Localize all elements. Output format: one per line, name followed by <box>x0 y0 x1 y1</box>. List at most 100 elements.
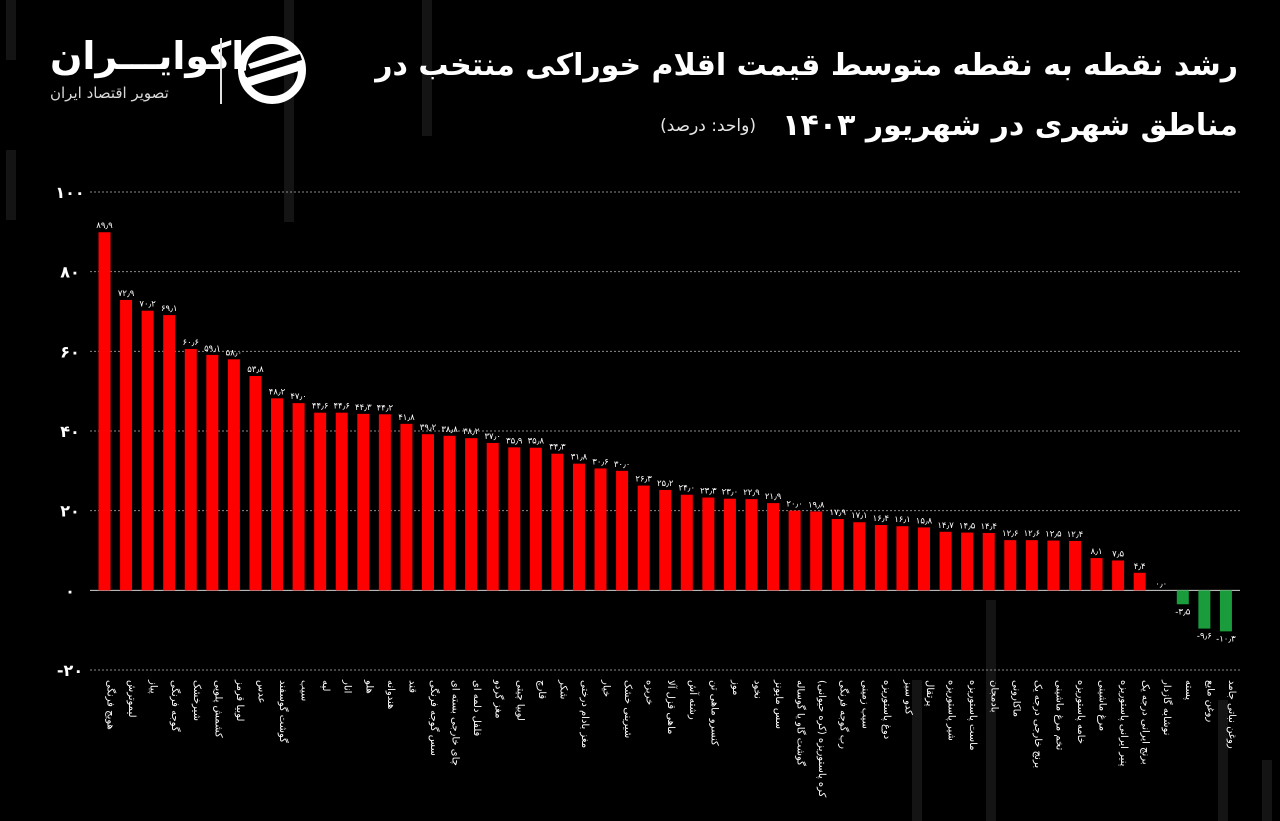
bar <box>1004 540 1017 591</box>
value-label: ۳۸٫۲ <box>463 427 480 437</box>
bar <box>1198 590 1211 629</box>
value-label: ۳۰٫۶ <box>592 457 608 467</box>
x-tick-label: شیر پاستوریزه <box>946 680 957 741</box>
bar <box>616 470 629 591</box>
bar <box>249 376 262 591</box>
x-tick-label: هویج فرنگی <box>105 680 117 730</box>
bar <box>572 463 585 591</box>
x-tick-label: خربزه <box>644 680 655 705</box>
bar <box>702 497 715 591</box>
bar <box>227 359 240 591</box>
value-label: ۸٫۱ <box>1091 547 1103 557</box>
x-tick-label: کدو سبز <box>902 679 913 715</box>
bar <box>163 315 176 591</box>
value-label: ۳۴٫۳ <box>549 443 566 453</box>
value-label: ۲۶٫۳ <box>635 475 652 485</box>
x-tick-label: نوشابه گازدار <box>1161 679 1173 735</box>
value-label: ۲۲٫۹ <box>743 488 760 498</box>
x-tick-label: لوبیا قرمز <box>234 679 245 721</box>
bar <box>918 527 931 591</box>
bar <box>292 403 305 591</box>
value-label: ۱۲٫۵ <box>1045 530 1062 540</box>
value-label: ۲۳٫۰ <box>722 488 738 498</box>
value-label: ۷۰٫۲ <box>139 300 156 310</box>
x-tick-label: پرتقال <box>924 680 935 707</box>
value-label: ۲۱٫۹ <box>765 492 782 502</box>
value-label: -۱۰٫۳ <box>1216 634 1236 644</box>
x-tick-label: چای خارجی بسته ای <box>450 680 461 766</box>
value-label: ۸۹٫۹ <box>96 221 113 231</box>
unit-label: (واحد: درصد) <box>660 116 756 136</box>
bar <box>314 412 327 591</box>
x-tick-label: رب گوجه فرنگی <box>838 680 850 749</box>
x-tick-label: گوجه فرنگی <box>169 680 181 732</box>
bar <box>1047 540 1060 591</box>
value-label: ۳۸٫۸ <box>441 425 458 435</box>
value-label: ۴٫۴ <box>1134 562 1146 572</box>
x-tick-label: رشته آش <box>687 680 700 720</box>
brand-separator <box>220 38 222 104</box>
value-label: ۵۹٫۱ <box>204 344 220 354</box>
value-label: ۱۶٫۱ <box>894 515 910 525</box>
x-tick-label: پنیر ایرانی پاستوریزه <box>1118 680 1129 767</box>
x-tick-label: برنج خارجی درجه یک <box>1032 680 1043 768</box>
x-tick-label: سیب زمینی <box>859 680 870 729</box>
x-tick-label: گوشت گاو یا گوساله <box>795 680 807 766</box>
bar <box>896 526 909 591</box>
x-tick-label: ماهی قزل آلا <box>665 680 678 734</box>
x-tick-label: فلفل دلمه ای <box>471 680 482 737</box>
bar <box>1112 560 1125 591</box>
x-tick-label: شکر <box>557 679 568 699</box>
y-tick-label: ۸۰ <box>60 263 80 282</box>
value-label: ۶۹٫۱ <box>161 304 177 314</box>
value-label: -۳٫۵ <box>1175 607 1190 617</box>
x-tick-label: خامه پاستوریزه <box>1075 680 1086 744</box>
value-label: ۳۱٫۸ <box>571 453 588 463</box>
bar <box>594 468 607 591</box>
y-tick-label: ۱۰۰ <box>55 183 84 202</box>
bar <box>1090 558 1103 591</box>
bar <box>443 435 456 591</box>
bar <box>508 447 521 591</box>
x-tick-label: برنج ایرانی درجه یک <box>1140 680 1151 765</box>
value-label: ۳۵٫۸ <box>528 437 545 447</box>
value-label: ۱۲٫۴ <box>1067 530 1083 540</box>
value-label: ۱۴٫۴ <box>980 522 996 532</box>
x-tick-label: سس گوجه فرنگی <box>428 680 440 756</box>
bar <box>788 510 801 591</box>
chart-title-line2: مناطق شهری در شهریور ۱۴۰۳ <box>782 108 1238 143</box>
brand-name: اکوایـــران <box>50 34 245 78</box>
bar <box>1176 590 1189 605</box>
x-tick-label: سس مایونز <box>773 679 784 729</box>
x-tick-label: سیب <box>299 680 310 701</box>
y-tick-label: ۰ <box>65 581 75 600</box>
value-label: ۷٫۵ <box>1112 549 1124 559</box>
value-label: ۴۴٫۲ <box>377 403 394 413</box>
value-label: ۴۷٫۰ <box>290 392 306 402</box>
value-label: ۱۷٫۱ <box>851 511 867 521</box>
value-label: ۱۵٫۸ <box>916 516 933 526</box>
bar <box>400 423 413 591</box>
value-label: ۲۴٫۰ <box>679 484 695 494</box>
bar <box>529 447 542 591</box>
value-label: -۹٫۶ <box>1197 632 1212 642</box>
value-label: ۱۹٫۸ <box>808 500 825 510</box>
value-label: ۴۴٫۶ <box>312 402 328 412</box>
x-tick-label: کره پاستوریزه (کره حیوانی) <box>816 680 827 798</box>
x-tick-label: نخود <box>751 680 762 699</box>
bar <box>637 485 650 591</box>
x-tick-label: ماست پاستوریزه <box>967 680 978 751</box>
value-label: ۱۲٫۶ <box>1024 529 1040 539</box>
x-tick-label: مغز گردو <box>493 679 505 718</box>
x-tick-label: کنسرو ماهی تن <box>708 680 719 746</box>
x-tick-label: بادمجان <box>989 680 1000 713</box>
brand-logo-icon <box>238 36 306 104</box>
bar <box>141 310 154 591</box>
bar <box>831 519 844 591</box>
x-tick-label: موز <box>730 679 741 695</box>
value-label: ۱۴٫۵ <box>959 522 976 532</box>
y-tick-label: -۲۰ <box>57 661 83 680</box>
value-label: ۷۲٫۹ <box>118 289 135 299</box>
bar <box>206 354 219 591</box>
x-tick-label: لوبیا چیتی <box>514 680 525 721</box>
